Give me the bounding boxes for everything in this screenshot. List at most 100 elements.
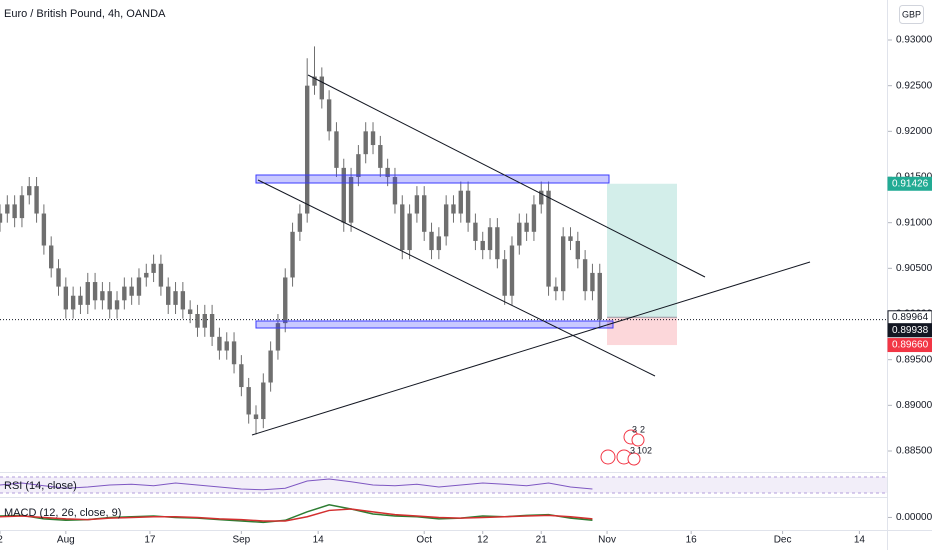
candle-body xyxy=(78,295,83,305)
price-label-box xyxy=(887,323,932,338)
candle-body xyxy=(114,300,120,310)
candle-body xyxy=(502,259,507,296)
x-tick-label: 17 xyxy=(144,535,156,546)
candle-body xyxy=(400,204,405,251)
candle-body xyxy=(5,204,10,214)
event-icons xyxy=(600,429,645,466)
candle-body xyxy=(363,131,368,155)
candle-body xyxy=(546,190,551,287)
candle-body xyxy=(378,145,383,168)
x-tick-label: 14 xyxy=(854,535,866,546)
candle-body xyxy=(268,350,273,383)
x-tick-label: Nov xyxy=(598,535,616,546)
title-background xyxy=(0,4,168,22)
candle-body xyxy=(209,314,215,337)
candle-body xyxy=(187,309,193,315)
price-label: 0.89938 xyxy=(892,325,929,336)
macd-line xyxy=(0,508,593,522)
y-tick-label: 0.89500 xyxy=(896,354,932,365)
rsi-title: RSI (14, close) xyxy=(4,480,77,492)
y-tick-label: 0.92500 xyxy=(896,80,932,91)
x-tick-label: 16 xyxy=(686,535,698,546)
candle-body xyxy=(19,195,25,219)
zone-rectangle xyxy=(255,320,614,329)
candle-body xyxy=(531,204,537,232)
candle-body xyxy=(597,272,602,320)
trend-line xyxy=(251,261,811,436)
y-tick-label: 0.91000 xyxy=(896,217,932,228)
x-tick-label: Dec xyxy=(774,535,792,546)
x-tick-label: 14 xyxy=(313,535,325,546)
candle-body xyxy=(217,336,222,351)
candle-body xyxy=(539,190,544,205)
candle-body xyxy=(312,76,317,86)
candle-body xyxy=(385,167,390,178)
x-tick-label: Oct xyxy=(416,535,432,546)
candle-body xyxy=(436,236,442,251)
price-label: 0.89964 xyxy=(892,312,929,323)
candle-body xyxy=(443,204,449,237)
trend-line xyxy=(257,179,656,377)
candle-body xyxy=(326,99,332,132)
candle-body xyxy=(334,131,339,168)
currency-label: GBP xyxy=(902,9,921,19)
candle-body xyxy=(239,364,244,388)
candle-body xyxy=(12,204,17,219)
candle-body xyxy=(151,263,156,273)
candle-body xyxy=(458,190,463,214)
candle-body xyxy=(63,286,69,310)
candle-body xyxy=(122,286,127,301)
trend-line xyxy=(307,74,706,278)
candle-body xyxy=(129,286,134,296)
candle-body xyxy=(275,323,281,351)
candle-body xyxy=(158,263,164,287)
event-count: 3 xyxy=(630,445,635,455)
candle-body xyxy=(392,177,398,205)
candle-body xyxy=(465,190,471,223)
candle-body xyxy=(224,341,229,351)
candle-body xyxy=(560,236,566,292)
candle-body xyxy=(524,222,529,232)
candle-body xyxy=(261,382,266,420)
candle-body xyxy=(246,387,251,415)
candle-body xyxy=(136,277,142,296)
y-tick-label: 0.93000 xyxy=(896,35,932,46)
candle-body xyxy=(231,341,237,365)
candle-body xyxy=(407,213,412,251)
price-label: 0.91426 xyxy=(892,178,929,189)
candle-body xyxy=(509,245,515,296)
stop-zone xyxy=(607,317,677,346)
candle-body xyxy=(41,213,47,246)
event-count: 3 xyxy=(632,424,637,434)
candle-body xyxy=(195,314,200,328)
rsi-band xyxy=(0,477,887,493)
candle-body xyxy=(575,240,581,260)
candle-body xyxy=(297,213,303,232)
candle-body xyxy=(517,222,522,246)
candle-body xyxy=(144,272,149,278)
currency-button[interactable] xyxy=(899,5,924,24)
candle-body xyxy=(180,291,186,310)
candle-body xyxy=(341,167,346,223)
candle-body xyxy=(92,282,98,301)
rsi-line xyxy=(0,478,593,491)
event-icon xyxy=(631,433,645,447)
price-label: 0.89660 xyxy=(892,340,929,351)
x-tick-label: Aug xyxy=(57,535,75,546)
drawings xyxy=(251,74,811,436)
candle-body xyxy=(34,186,39,214)
candle-body xyxy=(495,227,500,260)
candle-body xyxy=(27,186,32,196)
event-count: 102 xyxy=(637,445,652,455)
macd-y-tick-label: 0.00000 xyxy=(896,512,932,523)
candle-body xyxy=(166,286,171,305)
chart-title: Euro / British Pound, 4h, OANDA xyxy=(4,8,166,20)
candle-body xyxy=(348,177,354,223)
candle-body xyxy=(253,414,259,420)
candle-body xyxy=(487,227,493,251)
candle-body xyxy=(356,154,361,178)
candle-body xyxy=(56,268,61,287)
x-tick-label: Sep xyxy=(232,535,250,546)
candle-body xyxy=(107,291,112,310)
y-tick-label: 0.89000 xyxy=(896,400,932,411)
